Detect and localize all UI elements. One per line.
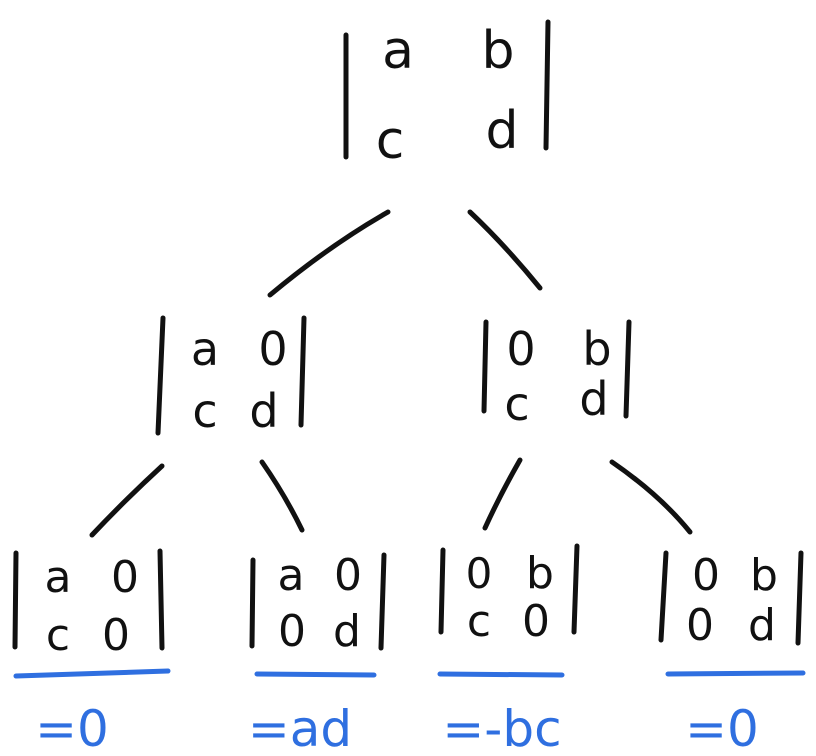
root-cell-c: c xyxy=(376,111,405,171)
l2d-bar-right xyxy=(795,550,804,646)
l1a-cell-22: d xyxy=(249,384,278,438)
l2d-cell-12: b xyxy=(750,550,778,601)
l2d-cell-21: 0 xyxy=(686,600,714,651)
l2a-bar-right xyxy=(157,548,165,651)
result-1: =0 xyxy=(35,700,109,756)
underline-1 xyxy=(13,668,171,679)
underline-4 xyxy=(665,670,806,677)
l2a-bar-left xyxy=(12,550,19,650)
result-4: =0 xyxy=(685,700,759,756)
l2b-cell-11: a xyxy=(278,550,305,601)
underline-2 xyxy=(254,671,377,678)
l2b-bar-right xyxy=(378,552,387,651)
l2c-cell-12: b xyxy=(526,548,554,599)
l1a-cell-11: a xyxy=(191,322,219,376)
l2b-cell-21: 0 xyxy=(278,606,306,657)
l1a-cell-12: 0 xyxy=(258,322,287,376)
l1b-bar-right xyxy=(623,319,632,419)
l2c-cell-11: 0 xyxy=(466,549,493,598)
connector-root-right xyxy=(467,209,543,291)
l1a-bar-right xyxy=(298,315,307,428)
connector-l1b-rl xyxy=(482,457,523,531)
connector-root-left xyxy=(267,209,391,298)
l1b-cell-11: 0 xyxy=(506,322,535,376)
l2c-cell-21: c xyxy=(467,596,491,647)
l1b-cell-22: d xyxy=(579,372,608,426)
l2c-cell-22: 0 xyxy=(522,596,550,647)
root-cell-a: a xyxy=(382,21,414,81)
l2d-cell-22: d xyxy=(748,600,776,651)
connector-l1b-rr xyxy=(609,459,693,535)
l2b-cell-12: 0 xyxy=(334,550,362,601)
l2a-cell-11: a xyxy=(45,552,72,603)
l2a-cell-22: 0 xyxy=(102,610,130,661)
l2a-cell-21: c xyxy=(46,610,70,661)
l2a-cell-12: 0 xyxy=(111,552,139,603)
l1b-cell-21: c xyxy=(504,377,529,431)
result-2: =ad xyxy=(248,700,352,756)
l2b-bar-left xyxy=(249,557,256,649)
l2c-bar-right xyxy=(571,543,580,635)
root-cell-d: d xyxy=(485,101,518,161)
connector-l1a-lr xyxy=(259,459,305,533)
root-cell-b: b xyxy=(481,21,514,81)
result-3: =-bc xyxy=(442,700,561,756)
l2d-cell-11: 0 xyxy=(692,550,720,601)
underline-3 xyxy=(437,671,565,678)
connector-l1a-ll xyxy=(89,463,165,538)
l1b-bar-left xyxy=(481,319,489,414)
l1b-cell-12: b xyxy=(582,322,611,376)
l2b-cell-22: d xyxy=(333,606,361,657)
l2c-bar-left xyxy=(438,547,446,635)
root-bar-right xyxy=(543,19,551,151)
l1a-cell-21: c xyxy=(192,384,217,438)
l2d-bar-left xyxy=(658,550,669,643)
l1a-bar-left xyxy=(155,315,166,436)
